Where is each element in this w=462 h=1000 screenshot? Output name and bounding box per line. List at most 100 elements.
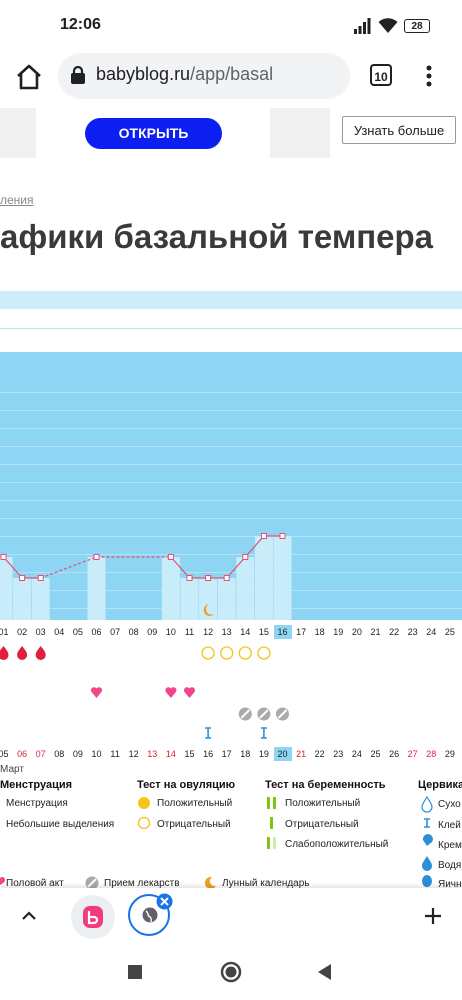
ovulation-negative-marker [238,646,252,660]
calendar-date-label[interactable]: 23 [333,749,344,759]
new-tab-plus-icon[interactable] [423,906,443,926]
cycle-day-label[interactable]: 19 [333,627,344,637]
temperature-bar [199,578,218,620]
calendar-dates-row: 05 06 07 08 09 10 11 12 13 14 15 16 17 18 19 20 21 22 23 24… [0,747,462,761]
calendar-date-label[interactable]: 20 [273,747,292,761]
cycle-day-label[interactable]: 04 [54,627,65,637]
calendar-date-label[interactable]: 10 [91,749,102,759]
menstruation-drop-icon [0,646,9,660]
cycle-day-label[interactable]: 16 [273,625,292,639]
chart-gridline [0,446,462,447]
wifi-icon [378,18,398,33]
calendar-date-label[interactable]: 14 [165,749,176,759]
babyblog-logo-icon [83,906,103,928]
cervical-sticky-marker [205,727,212,739]
cycle-day-label[interactable]: 20 [351,627,362,637]
chart-header-strip [0,291,462,309]
home-icon[interactable] [14,62,44,92]
calendar-date-label[interactable]: 22 [314,749,325,759]
temperature-point [242,554,249,560]
ovulation-negative-icon [137,816,151,830]
calendar-date-label[interactable]: 05 [0,749,9,759]
cycle-day-label[interactable]: 23 [407,627,418,637]
cycle-day-label[interactable]: 17 [296,627,307,637]
cycle-day-label[interactable]: 11 [184,627,195,637]
cycle-day-label[interactable]: 15 [258,627,269,637]
calendar-date-label[interactable]: 27 [407,749,418,759]
cycle-day-label[interactable]: 21 [370,627,381,637]
cycle-day-label[interactable]: 05 [72,627,83,637]
heart-marker [165,687,177,698]
home-nav-icon[interactable] [220,961,242,983]
calendar-date-label[interactable]: 09 [72,749,83,759]
open-button[interactable]: ОТКРЫТЬ [85,118,222,149]
cycle-day-label[interactable]: 10 [165,627,176,637]
calendar-date-label[interactable]: 25 [370,749,381,759]
cycle-day-label[interactable]: 25 [444,627,455,637]
calendar-date-label[interactable]: 17 [221,749,232,759]
temperature-line-segment [3,556,23,579]
legend-pregnancy-negative: Отрицательный [285,819,359,830]
cycle-day-label[interactable]: 01 [0,627,9,637]
more-menu-icon[interactable] [420,62,438,90]
cycle-day-label[interactable]: 14 [240,627,251,637]
calendar-date-label[interactable]: 24 [351,749,362,759]
calendar-date-label[interactable]: 07 [35,749,46,759]
cycle-day-label[interactable]: 24 [426,627,437,637]
temperature-point [167,554,174,560]
calendar-date-label[interactable]: 29 [444,749,455,759]
menstruation-drop-icon [35,646,46,660]
url-path: /app/basal [190,64,274,84]
calendar-date-label[interactable]: 18 [240,749,251,759]
calendar-date-label[interactable]: 06 [17,749,28,759]
cycle-day-label[interactable]: 22 [389,627,400,637]
legend-cervical-eggwhite: Яичн [438,879,462,890]
legend-cervical-dry: Сухо [438,799,461,810]
cycle-day-label[interactable]: 09 [147,627,158,637]
calendar-date-label[interactable]: 16 [203,749,214,759]
month-label: Март [0,764,24,775]
calendar-date-label[interactable]: 28 [426,749,437,759]
url-text[interactable]: babyblog.ru/app/basal [96,64,273,85]
cervical-sticky-marker [260,727,267,739]
close-tab-icon[interactable] [156,893,173,910]
address-bar[interactable] [58,53,350,99]
cycle-day-label[interactable]: 02 [17,627,28,637]
temperature-point [93,554,100,560]
temperature-bar [0,557,13,620]
heart-marker [90,687,103,698]
cycle-day-label[interactable]: 06 [91,627,102,637]
cycle-day-label[interactable]: 08 [128,627,139,637]
temperature-bar [13,578,32,620]
cycle-day-label[interactable]: 12 [203,627,214,637]
calendar-date-label[interactable]: 08 [54,749,65,759]
calendar-date-label[interactable]: 13 [147,749,158,759]
cycle-day-label[interactable]: 03 [35,627,46,637]
ovulation-negative-marker [220,646,234,660]
calendar-date-label[interactable]: 19 [258,749,269,759]
cycle-day-label[interactable]: 18 [314,627,325,637]
chart-divider [0,328,462,329]
learn-more-button[interactable]: Узнать больше [342,116,456,144]
temperature-bar [236,557,255,620]
chevron-up-icon[interactable] [18,905,40,927]
pill-icon [85,876,99,890]
back-icon[interactable] [316,963,332,981]
temperature-bar [87,557,106,620]
ovulation-positive-icon [138,797,150,809]
cycle-day-label[interactable]: 07 [110,627,121,637]
temperature-bar [217,578,236,620]
cycle-day-label[interactable]: 13 [221,627,232,637]
legend-ovulation-title: Тест на овуляцию [137,779,236,791]
moon-icon [204,876,216,889]
calendar-date-label[interactable]: 26 [389,749,400,759]
recents-icon[interactable] [128,965,142,979]
tab-switcher-button[interactable]: 10 [370,64,392,86]
calendar-date-label[interactable]: 12 [128,749,139,759]
lock-icon[interactable] [70,66,86,84]
heart-marker [183,687,196,698]
calendar-date-label[interactable]: 11 [110,749,120,759]
breadcrumb[interactable]: ления [0,193,34,207]
calendar-date-label[interactable]: 21 [296,749,307,759]
calendar-date-label[interactable]: 15 [184,749,195,759]
